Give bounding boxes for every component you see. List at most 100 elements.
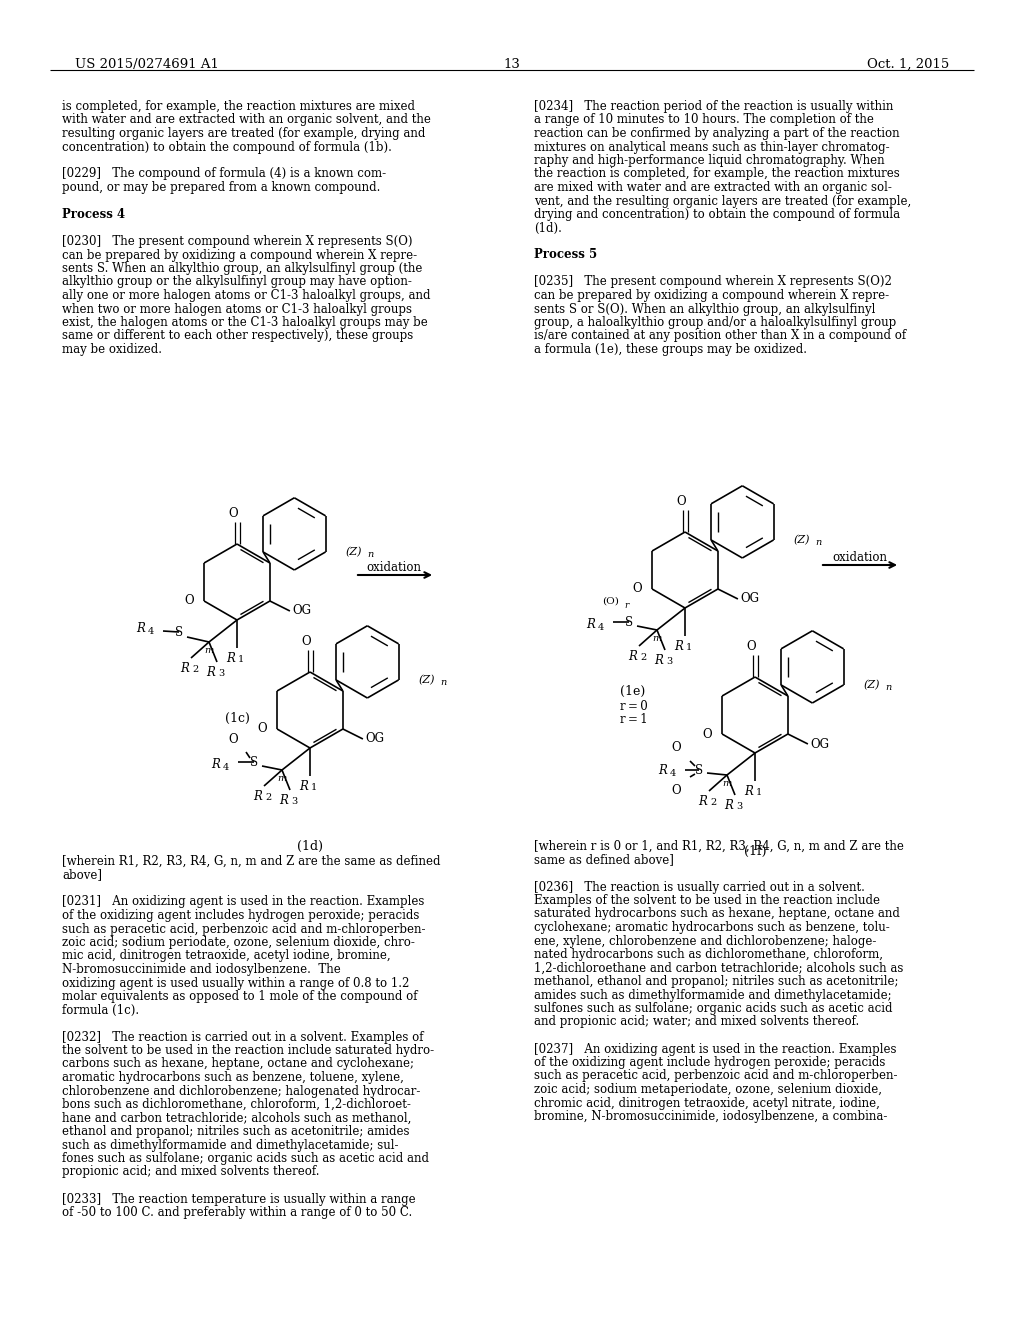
Text: OG: OG — [740, 593, 759, 606]
Text: 1: 1 — [756, 788, 762, 797]
Text: molar equivalents as opposed to 1 mole of the compound of: molar equivalents as opposed to 1 mole o… — [62, 990, 418, 1003]
Text: R: R — [253, 789, 262, 803]
Text: O: O — [228, 507, 238, 520]
Text: (1d).: (1d). — [534, 222, 562, 235]
Text: m: m — [652, 634, 662, 643]
Text: a range of 10 minutes to 10 hours. The completion of the: a range of 10 minutes to 10 hours. The c… — [534, 114, 873, 127]
Text: n: n — [368, 550, 374, 560]
Text: sulfones such as sulfolane; organic acids such as acetic acid: sulfones such as sulfolane; organic acid… — [534, 1002, 893, 1015]
Text: S: S — [175, 626, 183, 639]
Text: Examples of the solvent to be used in the reaction include: Examples of the solvent to be used in th… — [534, 894, 880, 907]
Text: 13: 13 — [504, 58, 520, 71]
Text: 1: 1 — [238, 655, 245, 664]
Text: concentration) to obtain the compound of formula (1b).: concentration) to obtain the compound of… — [62, 140, 392, 153]
Text: Oct. 1, 2015: Oct. 1, 2015 — [866, 58, 949, 71]
Text: R: R — [658, 763, 667, 776]
Text: 2: 2 — [193, 665, 199, 675]
Text: raphy and high-performance liquid chromatography. When: raphy and high-performance liquid chroma… — [534, 154, 885, 168]
Text: r = 0: r = 0 — [620, 700, 648, 713]
Text: 3: 3 — [218, 669, 224, 678]
Text: R: R — [698, 795, 707, 808]
Text: (O): (O) — [602, 597, 620, 606]
Text: vent, and the resulting organic layers are treated (for example,: vent, and the resulting organic layers a… — [534, 194, 911, 207]
Text: R: R — [724, 799, 733, 812]
Text: O: O — [257, 722, 267, 735]
Text: O: O — [228, 733, 238, 746]
Text: such as dimethylformamide and dimethylacetamide; sul-: such as dimethylformamide and dimethylac… — [62, 1138, 398, 1151]
Text: O: O — [301, 635, 311, 648]
Text: S: S — [250, 755, 258, 768]
Text: 4: 4 — [598, 623, 604, 631]
Text: R: R — [280, 795, 288, 807]
Text: formula (1c).: formula (1c). — [62, 1003, 139, 1016]
Text: (1d): (1d) — [297, 840, 323, 853]
Text: sents S. When an alkylthio group, an alkylsulfinyl group (the: sents S. When an alkylthio group, an alk… — [62, 261, 422, 275]
Text: 4: 4 — [223, 763, 229, 771]
Text: (Z): (Z) — [345, 546, 361, 557]
Text: [0235]   The present compound wherein X represents S(O)2: [0235] The present compound wherein X re… — [534, 276, 892, 289]
Text: Process 4: Process 4 — [62, 209, 125, 220]
Text: exist, the halogen atoms or the C1-3 haloalkyl groups may be: exist, the halogen atoms or the C1-3 hal… — [62, 315, 428, 329]
Text: m: m — [722, 779, 731, 788]
Text: mic acid, dinitrogen tetraoxide, acetyl iodine, bromine,: mic acid, dinitrogen tetraoxide, acetyl … — [62, 949, 390, 962]
Text: ene, xylene, chlorobenzene and dichlorobenzene; haloge-: ene, xylene, chlorobenzene and dichlorob… — [534, 935, 877, 948]
Text: O: O — [184, 594, 195, 607]
Text: (1f): (1f) — [743, 845, 766, 858]
Text: pound, or may be prepared from a known compound.: pound, or may be prepared from a known c… — [62, 181, 380, 194]
Text: with water and are extracted with an organic solvent, and the: with water and are extracted with an org… — [62, 114, 431, 127]
Text: oxidation: oxidation — [833, 550, 888, 564]
Text: resulting organic layers are treated (for example, drying and: resulting organic layers are treated (fo… — [62, 127, 425, 140]
Text: R: R — [206, 667, 215, 678]
Text: 1: 1 — [686, 643, 692, 652]
Text: R: R — [211, 758, 220, 771]
Text: such as peracetic acid, perbenzoic acid and m-chloroperben-: such as peracetic acid, perbenzoic acid … — [534, 1069, 897, 1082]
Text: (Z): (Z) — [419, 675, 435, 685]
Text: R: R — [628, 649, 637, 663]
Text: the reaction is completed, for example, the reaction mixtures: the reaction is completed, for example, … — [534, 168, 900, 181]
Text: 4: 4 — [148, 627, 155, 636]
Text: chromic acid, dinitrogen tetraoxide, acetyl nitrate, iodine,: chromic acid, dinitrogen tetraoxide, ace… — [534, 1097, 880, 1110]
Text: OG: OG — [365, 733, 384, 746]
Text: 3: 3 — [291, 797, 297, 807]
Text: oxidizing agent is used usually within a range of 0.8 to 1.2: oxidizing agent is used usually within a… — [62, 977, 410, 990]
Text: amides such as dimethylformamide and dimethylacetamide;: amides such as dimethylformamide and dim… — [534, 989, 892, 1002]
Text: group, a haloalkylthio group and/or a haloalkylsulfinyl group: group, a haloalkylthio group and/or a ha… — [534, 315, 896, 329]
Text: 3: 3 — [666, 657, 672, 667]
Text: m: m — [205, 645, 214, 655]
Text: same as defined above]: same as defined above] — [534, 854, 674, 866]
Text: r = 1: r = 1 — [620, 713, 647, 726]
Text: 1: 1 — [311, 783, 317, 792]
Text: aromatic hydrocarbons such as benzene, toluene, xylene,: aromatic hydrocarbons such as benzene, t… — [62, 1071, 403, 1084]
Text: R: R — [744, 785, 753, 799]
Text: 3: 3 — [736, 803, 742, 810]
Text: hane and carbon tetrachloride; alcohols such as methanol,: hane and carbon tetrachloride; alcohols … — [62, 1111, 412, 1125]
Text: is/are contained at any position other than X in a compound of: is/are contained at any position other t… — [534, 330, 906, 342]
Text: [wherein R1, R2, R3, R4, G, n, m and Z are the same as defined: [wherein R1, R2, R3, R4, G, n, m and Z a… — [62, 855, 440, 869]
Text: bons such as dichloromethane, chloroform, 1,2-dichloroet-: bons such as dichloromethane, chloroform… — [62, 1098, 411, 1111]
Text: mixtures on analytical means such as thin-layer chromatog-: mixtures on analytical means such as thi… — [534, 140, 890, 153]
Text: when two or more halogen atoms or C1-3 haloalkyl groups: when two or more halogen atoms or C1-3 h… — [62, 302, 412, 315]
Text: propionic acid; and mixed solvents thereof.: propionic acid; and mixed solvents there… — [62, 1166, 319, 1179]
Text: US 2015/0274691 A1: US 2015/0274691 A1 — [75, 58, 219, 71]
Text: O: O — [746, 640, 756, 653]
Text: OG: OG — [810, 738, 828, 751]
Text: OG: OG — [292, 605, 311, 618]
Text: and propionic acid; water; and mixed solvents thereof.: and propionic acid; water; and mixed sol… — [534, 1015, 859, 1028]
Text: bromine, N-bromosuccinimide, iodosylbenzene, a combina-: bromine, N-bromosuccinimide, iodosylbenz… — [534, 1110, 888, 1123]
Text: above]: above] — [62, 869, 102, 882]
Text: (Z): (Z) — [794, 535, 810, 545]
Text: 4: 4 — [670, 768, 676, 777]
Text: a formula (1e), these groups may be oxidized.: a formula (1e), these groups may be oxid… — [534, 343, 807, 356]
Text: O: O — [672, 784, 681, 797]
Text: R: R — [180, 663, 189, 675]
Text: chlorobenzene and dichlorobenzene; halogenated hydrocar-: chlorobenzene and dichlorobenzene; halog… — [62, 1085, 421, 1097]
Text: 2: 2 — [640, 653, 646, 663]
Text: are mixed with water and are extracted with an organic sol-: are mixed with water and are extracted w… — [534, 181, 892, 194]
Text: [0231]   An oxidizing agent is used in the reaction. Examples: [0231] An oxidizing agent is used in the… — [62, 895, 424, 908]
Text: [0234]   The reaction period of the reaction is usually within: [0234] The reaction period of the reacti… — [534, 100, 893, 114]
Text: n: n — [440, 678, 446, 688]
Text: R: R — [654, 653, 663, 667]
Text: m: m — [278, 774, 287, 783]
Text: alkylthio group or the alkylsulfinyl group may have option-: alkylthio group or the alkylsulfinyl gro… — [62, 276, 412, 289]
Text: the solvent to be used in the reaction include saturated hydro-: the solvent to be used in the reaction i… — [62, 1044, 434, 1057]
